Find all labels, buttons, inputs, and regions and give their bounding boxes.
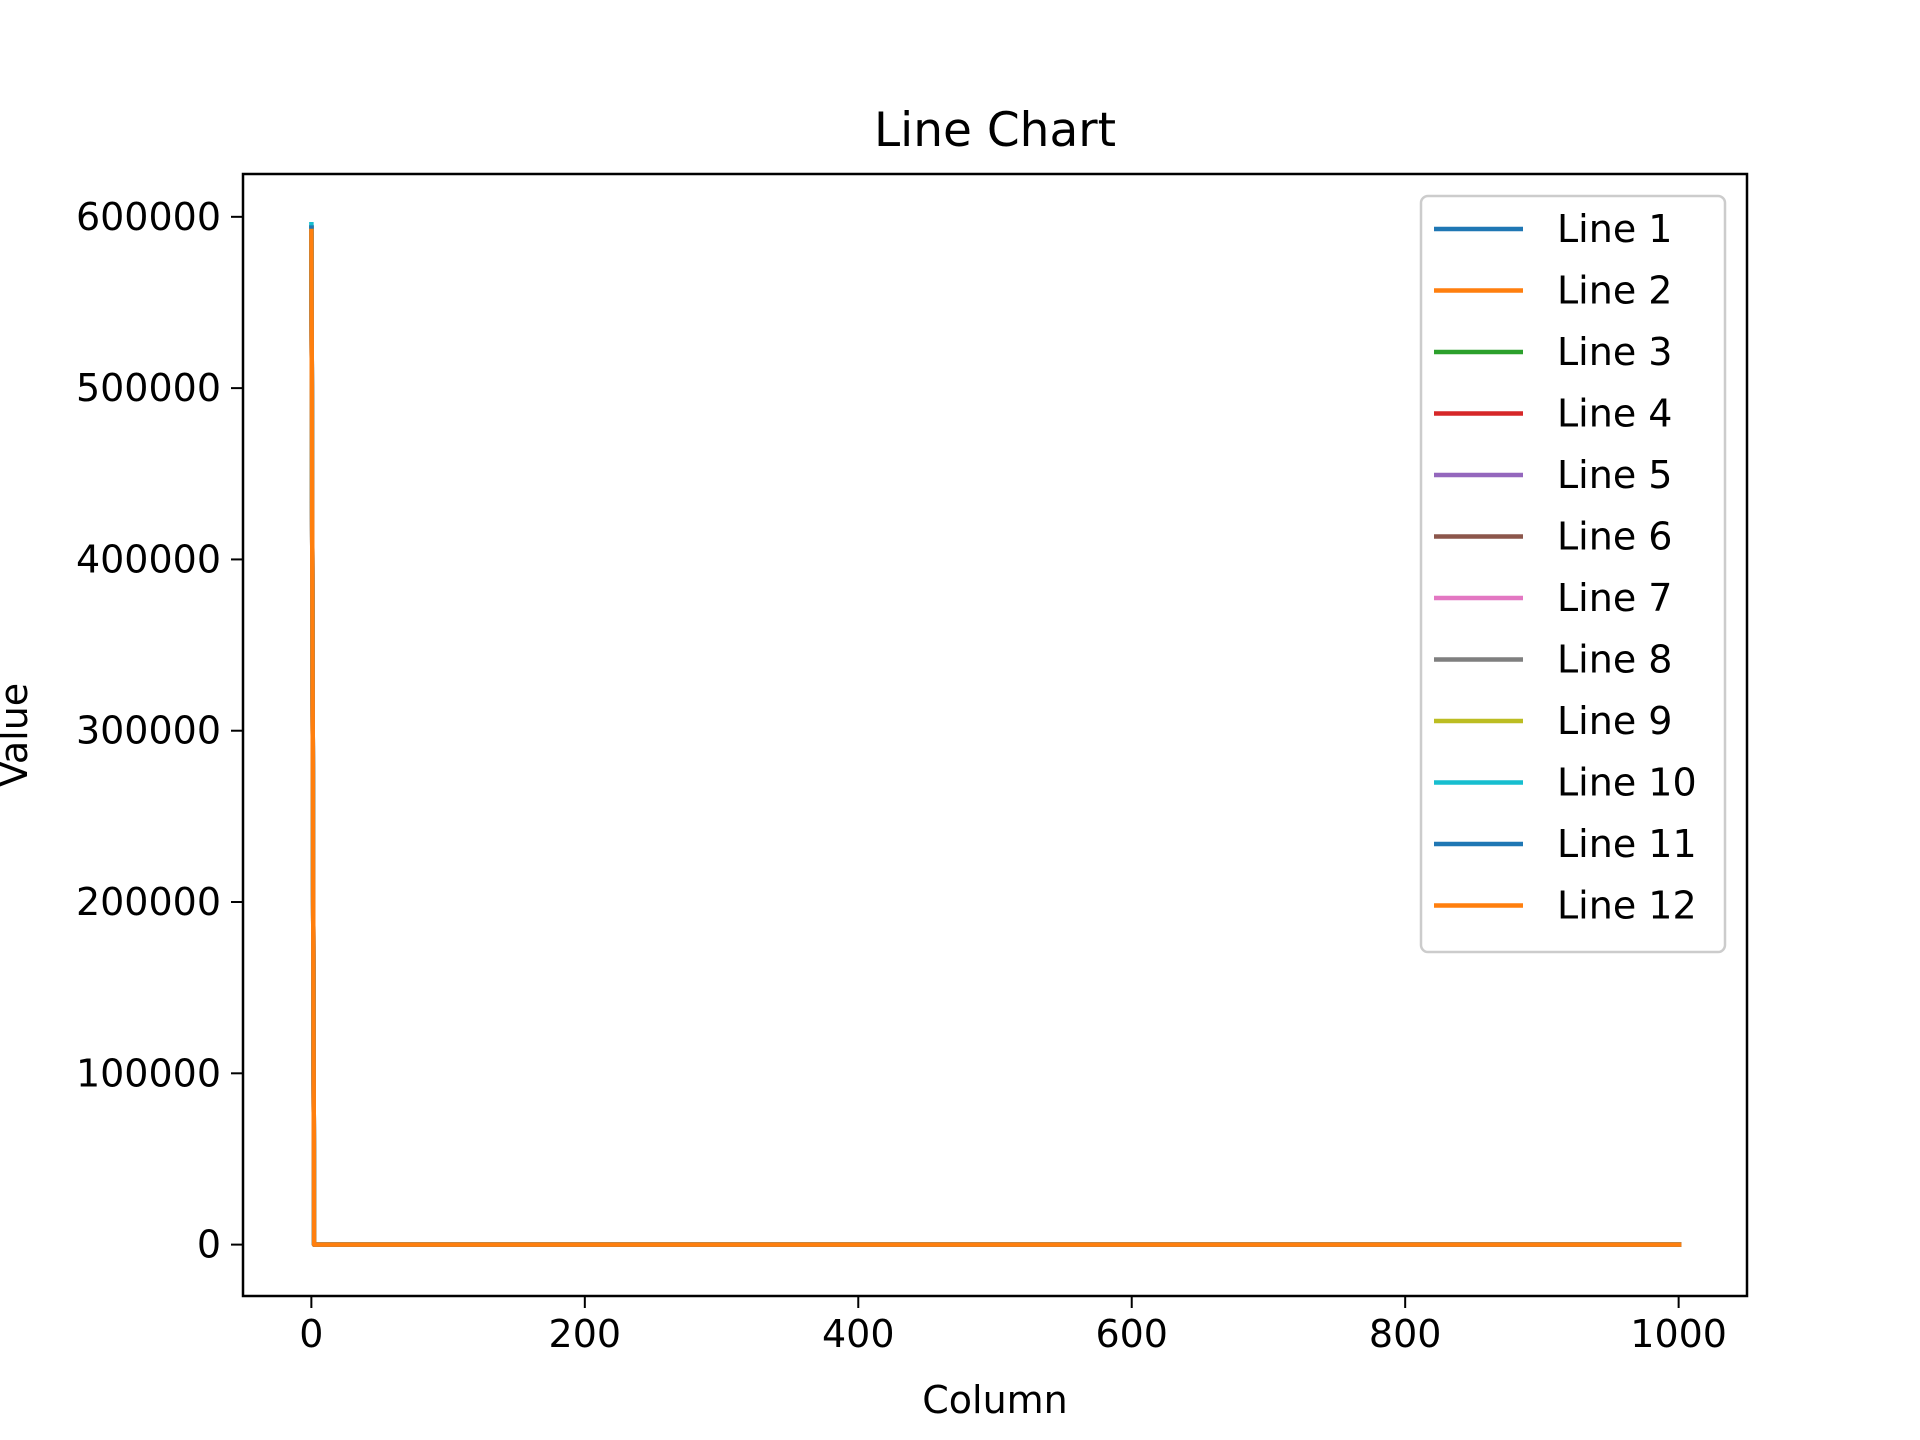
legend-label: Line 12 [1557,884,1697,928]
x-tick-label: 600 [1095,1312,1168,1356]
series-line-12 [309,228,1682,1247]
y-tick-label: 0 [197,1223,221,1267]
legend-label: Line 9 [1557,699,1672,743]
y-tick-label: 200000 [76,880,221,924]
y-tick-label: 300000 [76,709,221,753]
y-axis: 0 100000 200000 300000 400000 500000 600000 [76,195,243,1267]
x-tick-label: 800 [1369,1312,1442,1356]
plot-frame [241,172,1749,1298]
x-tick-label: 200 [549,1312,622,1356]
y-tick-label: 400000 [76,537,221,581]
legend-label: Line 4 [1557,392,1672,436]
y-tick-label: 600000 [76,195,221,239]
legend-label: Line 1 [1557,207,1672,251]
legend-label: Line 3 [1557,330,1672,374]
legend: Line 1 Line 2 Line 3 Line 4 Line 5 Line 6 Line… [1419,194,1727,954]
y-tick-label: 100000 [76,1051,221,1095]
legend-frame [1419,194,1727,954]
y-axis-label: Value [0,683,36,787]
x-tick-label: 1000 [1630,1312,1727,1356]
y-tick-label: 500000 [76,366,221,410]
x-axis-label: Column [922,1378,1068,1422]
x-tick-label: 0 [299,1312,323,1356]
x-tick-label: 400 [822,1312,895,1356]
legend-label: Line 10 [1557,761,1697,805]
x-axis: 0 200 400 600 800 1000 [299,1296,1727,1356]
legend-label: Line 8 [1557,638,1672,682]
plot-lines [309,221,1682,1247]
legend-label: Line 2 [1557,269,1672,313]
legend-label: Line 5 [1557,453,1672,497]
chart-title: Line Chart [874,103,1116,158]
legend-label: Line 6 [1557,515,1672,559]
legend-label: Line 7 [1557,576,1672,620]
legend-label: Line 11 [1557,822,1697,866]
